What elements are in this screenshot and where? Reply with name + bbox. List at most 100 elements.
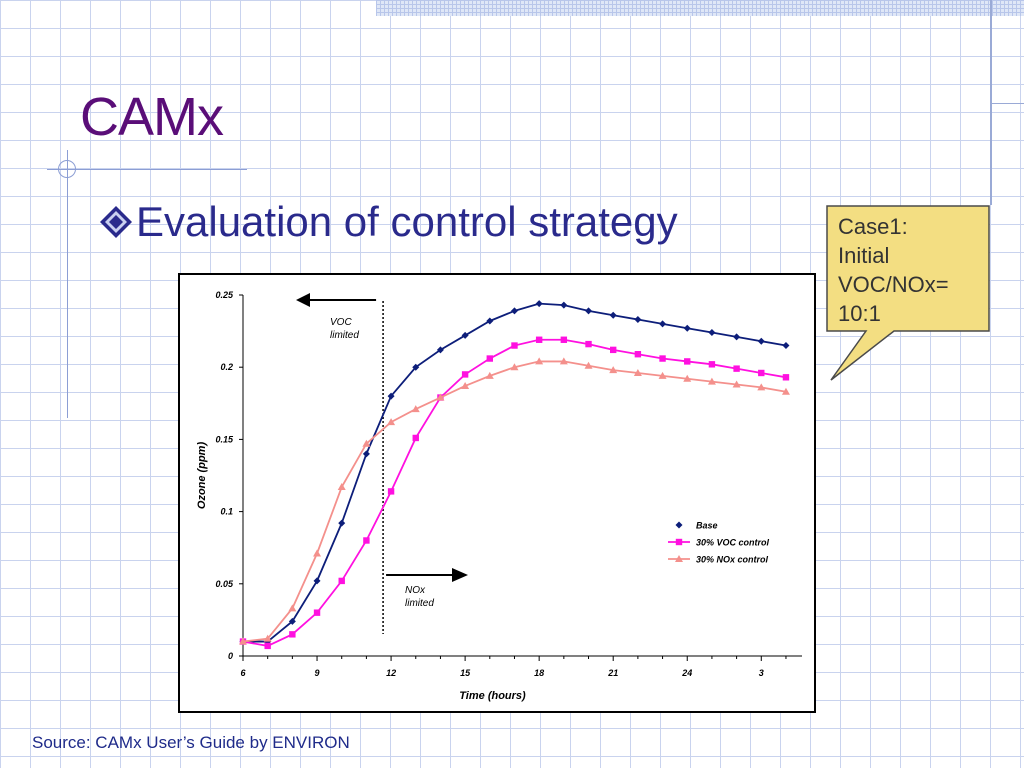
y-tick-label: 0.1 bbox=[220, 507, 233, 517]
voc-arrow-head bbox=[296, 293, 310, 307]
series-point-0 bbox=[535, 300, 543, 308]
x-tick-label: 9 bbox=[315, 668, 320, 678]
series-point-1 bbox=[659, 355, 666, 362]
series-point-1 bbox=[634, 351, 642, 358]
callout-text: Case1: Initial VOC/NOx= 10:1 bbox=[838, 212, 978, 328]
series-point-1 bbox=[782, 374, 790, 381]
series-point-2 bbox=[781, 387, 790, 395]
callout-line: VOC/NOx= bbox=[838, 272, 949, 297]
decor-horizontal-line-right bbox=[990, 103, 1024, 104]
legend-marker bbox=[675, 555, 683, 562]
series-line-2 bbox=[242, 360, 787, 643]
y-tick-label: 0.15 bbox=[215, 434, 234, 444]
nox-annotation-line: limited bbox=[405, 598, 434, 609]
series-point-2 bbox=[633, 368, 642, 376]
series-point-0 bbox=[412, 363, 420, 371]
series-point-0 bbox=[659, 320, 667, 328]
series-line-0 bbox=[243, 302, 787, 643]
series-point-2 bbox=[313, 549, 322, 557]
x-tick-label: 6 bbox=[240, 668, 246, 678]
series-point-2 bbox=[683, 374, 692, 382]
series-point-2 bbox=[732, 380, 741, 388]
series-point-1 bbox=[733, 365, 740, 372]
series-point-1 bbox=[264, 642, 271, 650]
series-point-1 bbox=[461, 371, 469, 378]
series-point-0 bbox=[362, 450, 370, 458]
series-point-1 bbox=[313, 609, 321, 616]
series-point-2 bbox=[411, 405, 420, 413]
series-point-1 bbox=[609, 346, 617, 354]
series-point-2 bbox=[707, 377, 716, 385]
series-point-0 bbox=[510, 307, 518, 315]
slide-title: CAMx bbox=[80, 87, 224, 147]
bullet-text: Evaluation of control strategy bbox=[136, 198, 678, 245]
voc-annotation-line: VOC bbox=[330, 317, 352, 328]
title-circle-ornament bbox=[58, 160, 76, 178]
chart-frame: 0 0.05 0.1 0.15 0.2 0.25 6 9 12 15 18 21 24 3 Time (ho… bbox=[178, 273, 816, 713]
series-point-0 bbox=[683, 324, 691, 332]
series-point-2 bbox=[609, 366, 618, 374]
series-point-2 bbox=[757, 383, 766, 391]
series-point-0 bbox=[733, 333, 741, 341]
series-point-1 bbox=[363, 537, 370, 544]
series-point-0 bbox=[338, 519, 346, 527]
y-tick-label: 0.25 bbox=[215, 290, 234, 300]
series-point-0 bbox=[461, 331, 469, 339]
series-point-0 bbox=[708, 329, 716, 337]
y-axis-title: Ozone (ppm) bbox=[196, 442, 208, 510]
legend-marker bbox=[675, 521, 683, 529]
decor-vertical-line-right bbox=[990, 0, 992, 205]
series-point-2 bbox=[510, 363, 519, 371]
ozone-line-chart: 0 0.05 0.1 0.15 0.2 0.25 6 9 12 15 18 21 24 3 Time (ho… bbox=[196, 290, 802, 702]
series-point-0 bbox=[585, 307, 593, 315]
voc-annotation-line: limited bbox=[330, 330, 359, 341]
series-point-1 bbox=[560, 336, 568, 343]
series-point-2 bbox=[658, 371, 667, 379]
series-point-0 bbox=[782, 342, 790, 350]
x-tick-label: 21 bbox=[607, 668, 618, 678]
legend-marker bbox=[675, 538, 683, 546]
x-axis-title: Time (hours) bbox=[459, 690, 526, 702]
nox-arrow-head bbox=[452, 568, 468, 582]
x-tick-label: 24 bbox=[681, 668, 692, 678]
callout-line: Case1: bbox=[838, 214, 908, 239]
x-tick-label: 12 bbox=[386, 668, 396, 678]
title-underline bbox=[47, 169, 247, 170]
series-point-1 bbox=[486, 355, 493, 362]
y-tick-label: 0.2 bbox=[220, 362, 233, 372]
y-tick-label: 0.05 bbox=[215, 579, 234, 589]
series-point-1 bbox=[758, 369, 765, 377]
series-point-0 bbox=[387, 392, 395, 400]
series-point-2 bbox=[535, 357, 544, 365]
x-tick-label: 18 bbox=[534, 668, 544, 678]
callout-line: Initial bbox=[838, 243, 890, 268]
x-tick-label: 3 bbox=[759, 668, 764, 678]
legend-label: 30% NOx control bbox=[696, 555, 769, 565]
series-point-0 bbox=[634, 316, 642, 324]
series-point-2 bbox=[461, 381, 470, 389]
y-tick-label: 0 bbox=[228, 651, 233, 661]
series-line-1 bbox=[242, 338, 787, 647]
decor-vertical-line-left bbox=[67, 150, 68, 418]
series-point-1 bbox=[708, 361, 716, 368]
nox-annotation-line: NOx bbox=[405, 585, 426, 596]
series-point-2 bbox=[485, 371, 494, 379]
series-point-2 bbox=[263, 634, 272, 642]
series-point-0 bbox=[757, 337, 765, 345]
series-point-1 bbox=[684, 358, 691, 365]
x-tick-label: 15 bbox=[460, 668, 471, 678]
bullet-item: Evaluation of control strategy bbox=[98, 198, 678, 246]
series-point-2 bbox=[387, 418, 396, 426]
series-point-2 bbox=[362, 439, 371, 447]
source-note: Source: CAMx User’s Guide by ENVIRON bbox=[32, 733, 350, 752]
legend-label: 30% VOC control bbox=[696, 538, 770, 548]
series-point-0 bbox=[560, 301, 568, 309]
series-point-2 bbox=[337, 483, 346, 491]
series-point-0 bbox=[313, 577, 321, 585]
callout-box bbox=[826, 205, 990, 381]
series-point-1 bbox=[412, 434, 419, 442]
series-point-2 bbox=[288, 604, 297, 612]
series-point-1 bbox=[289, 631, 296, 638]
top-pattern-band bbox=[376, 0, 1024, 16]
series-point-1 bbox=[387, 488, 395, 495]
